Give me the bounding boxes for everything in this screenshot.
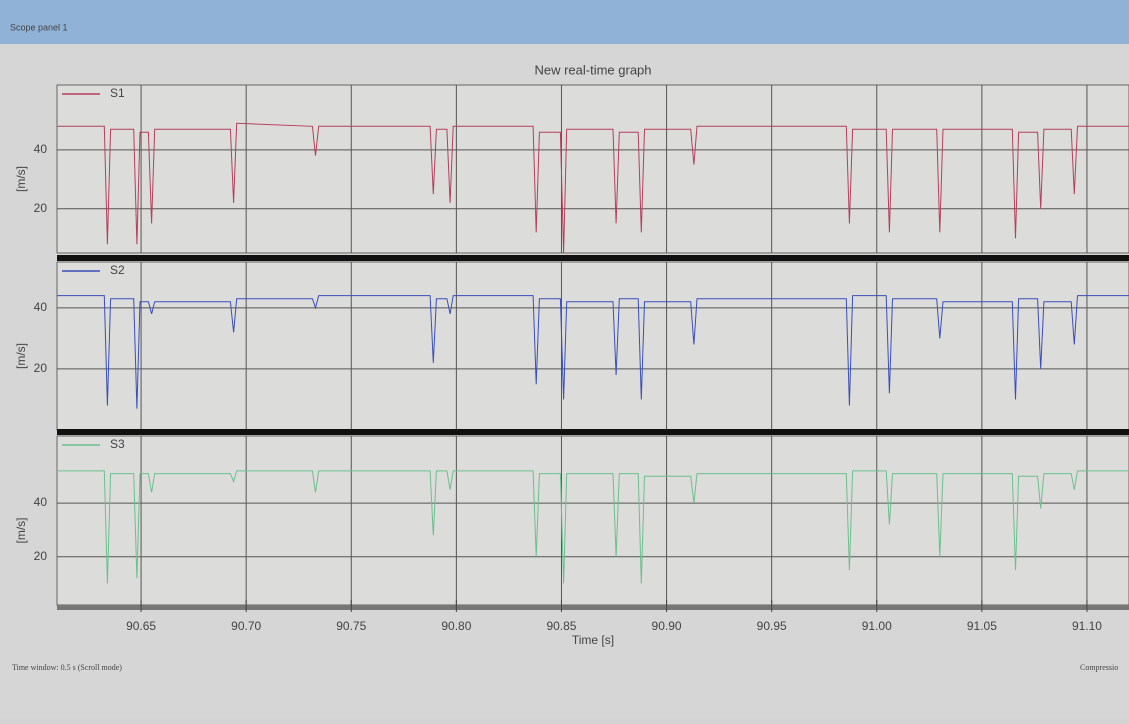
- legend-label: S1: [110, 86, 125, 100]
- y-axis-label: [m/s]: [14, 518, 28, 544]
- plot-area: [56, 261, 1129, 431]
- footer-left: Time window: 0.5 s (Scroll mode): [12, 663, 122, 672]
- y-axis-label: [m/s]: [14, 343, 28, 369]
- series-line: [57, 295, 1129, 409]
- series-line: [57, 122, 1129, 254]
- x-tick-label: 91.05: [967, 619, 997, 633]
- x-tick-label: 91.10: [1072, 619, 1102, 633]
- window-title: Scope panel 1: [10, 22, 68, 32]
- x-tick-label: 90.75: [336, 619, 366, 633]
- series-line: [57, 470, 1129, 584]
- x-tick-label: 91.00: [862, 619, 892, 633]
- y-tick-label: 20: [34, 361, 48, 375]
- chart-title: New real-time graph: [534, 62, 651, 77]
- legend-label: S3: [110, 437, 125, 451]
- y-tick-label: 40: [34, 142, 48, 156]
- separator: [57, 429, 1129, 435]
- x-tick-label: 90.95: [757, 619, 787, 633]
- y-axis-label: [m/s]: [14, 166, 28, 192]
- x-tick-label: 90.80: [441, 619, 471, 633]
- footer-right: Compressio: [1080, 663, 1118, 672]
- y-tick-label: 40: [34, 495, 48, 509]
- x-tick-label: 90.85: [546, 619, 576, 633]
- x-tick-label: 90.65: [126, 619, 156, 633]
- x-axis: [57, 605, 1129, 610]
- x-tick-label: 90.90: [652, 619, 682, 633]
- separator: [57, 255, 1129, 261]
- title-bar: [0, 0, 1129, 44]
- y-tick-label: 20: [34, 549, 48, 563]
- y-tick-label: 40: [34, 300, 48, 314]
- x-axis-label: Time [s]: [572, 633, 614, 647]
- x-tick-label: 90.70: [231, 619, 261, 633]
- plot-area: [56, 84, 1129, 254]
- legend-label: S2: [110, 263, 125, 277]
- y-tick-label: 20: [34, 201, 48, 215]
- plot-area: [56, 435, 1129, 606]
